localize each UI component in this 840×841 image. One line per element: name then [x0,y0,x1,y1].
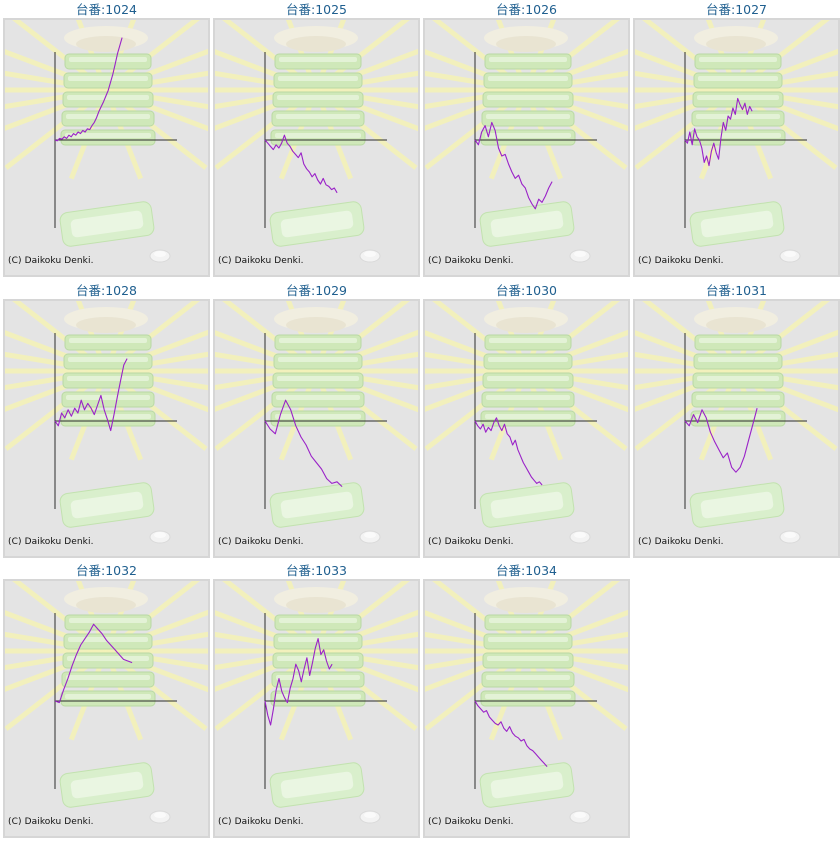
machine-number-link[interactable]: 台番:1029 [285,283,348,298]
copyright-text: (C) Daikoku Denki. [638,537,724,547]
slump-graph-panel: (C) Daikoku Denki. [423,18,630,277]
machine-card: 台番:1024 (C) Daikoku Denki. [3,0,210,280]
slump-graph [264,333,387,509]
background-illustration [5,301,208,544]
slump-graph [264,613,387,789]
copyright-text: (C) Daikoku Denki. [638,256,724,266]
slump-graph [474,613,597,789]
slump-graph-panel: (C) Daikoku Denki. [213,18,420,277]
background-illustration [5,20,208,263]
background-illustration [5,581,208,824]
slump-series-line [264,399,343,488]
slump-graph-panel: (C) Daikoku Denki. [213,299,420,558]
slump-graph [54,37,177,228]
slump-graph-panel: (C) Daikoku Denki. [3,18,210,277]
slump-graph [54,333,177,509]
background-illustration [635,301,838,544]
machine-number-link[interactable]: 台番:1033 [285,563,348,578]
slump-graph-panel: (C) Daikoku Denki. [423,579,630,838]
background-illustration [425,581,628,824]
machine-number-link[interactable]: 台番:1034 [495,563,558,578]
machine-number-link[interactable]: 台番:1024 [75,2,138,17]
slump-graph [54,613,177,789]
slump-graph-panel: (C) Daikoku Denki. [633,18,840,277]
slump-series-line [54,623,133,704]
machine-card: 台番:1026 (C) Daikoku Denki. [423,0,630,280]
slump-series-line [684,408,758,473]
slump-graph [684,52,807,228]
machine-card: 台番:1029 (C) Daikoku Denki. [213,281,420,561]
machine-card: 台番:1030 (C) Daikoku Denki. [423,281,630,561]
slump-series-line [264,134,338,194]
machine-number-link[interactable]: 台番:1032 [75,563,138,578]
machine-card: 台番:1028 (C) Daikoku Denki. [3,281,210,561]
copyright-text: (C) Daikoku Denki. [218,537,304,547]
slump-graph [474,333,597,509]
machine-number-link[interactable]: 台番:1027 [705,2,768,17]
slump-graph-panel: (C) Daikoku Denki. [3,579,210,838]
machine-number-link[interactable]: 台番:1031 [705,283,768,298]
slump-series-line [54,37,123,142]
machine-card: 台番:1032 (C) Daikoku Denki. [3,561,210,841]
slump-graph-panel: (C) Daikoku Denki. [423,299,630,558]
machine-card: 台番:1033 (C) Daikoku Denki. [213,561,420,841]
copyright-text: (C) Daikoku Denki. [8,817,94,827]
copyright-text: (C) Daikoku Denki. [428,256,514,266]
slump-graph [264,52,387,228]
machine-number-link[interactable]: 台番:1030 [495,283,558,298]
machine-card: 台番:1025 (C) Daikoku Denki. [213,0,420,280]
copyright-text: (C) Daikoku Denki. [428,537,514,547]
slump-graph-panel: (C) Daikoku Denki. [213,579,420,838]
copyright-text: (C) Daikoku Denki. [8,537,94,547]
background-illustration [215,301,418,544]
copyright-text: (C) Daikoku Denki. [428,817,514,827]
background-illustration [425,301,628,544]
background-illustration [215,581,418,824]
machine-number-link[interactable]: 台番:1025 [285,2,348,17]
machine-card: 台番:1031 (C) Daikoku Denki. [633,281,840,561]
machine-card: 台番:1027 (C) Daikoku Denki. [633,0,840,280]
background-illustration [635,20,838,263]
slump-graph-panel: (C) Daikoku Denki. [633,299,840,558]
slump-series-line [474,700,548,767]
slump-series-line [54,358,128,432]
copyright-text: (C) Daikoku Denki. [218,256,304,266]
slump-graph [474,52,597,228]
slump-graph [684,333,807,509]
machine-number-link[interactable]: 台番:1026 [495,2,558,17]
background-illustration [215,20,418,263]
machine-number-link[interactable]: 台番:1028 [75,283,138,298]
background-illustration [425,20,628,263]
slump-series-line [474,417,543,486]
slump-graph-panel: (C) Daikoku Denki. [3,299,210,558]
copyright-text: (C) Daikoku Denki. [218,817,304,827]
machine-card: 台番:1034 (C) Daikoku Denki. [423,561,630,841]
slump-series-line [684,97,753,167]
copyright-text: (C) Daikoku Denki. [8,256,94,266]
slump-series-line [264,638,333,726]
slump-series-line [474,121,553,210]
